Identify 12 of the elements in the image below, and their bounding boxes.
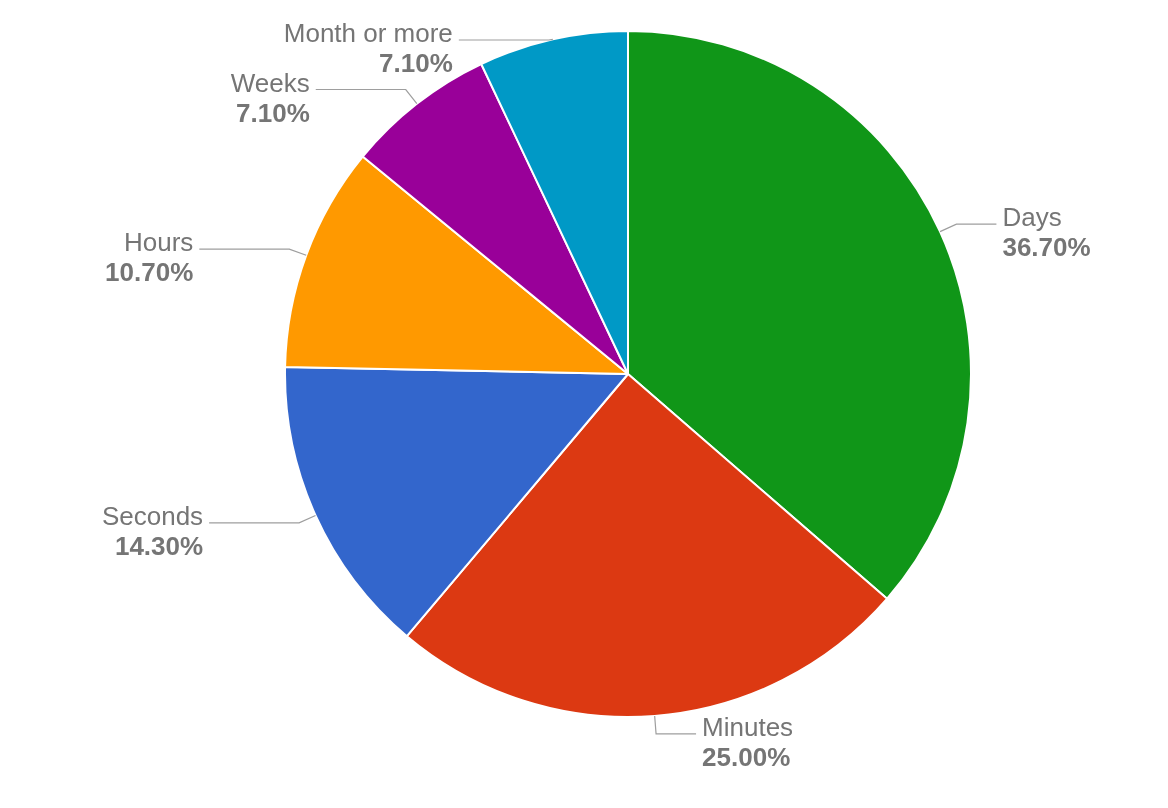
data-label: 25.00%	[702, 742, 791, 773]
slice-label: Minutes	[702, 712, 794, 743]
slice-label: Month or more	[283, 18, 453, 49]
slice-label: Hours	[123, 227, 194, 258]
data-label: 7.10%	[379, 48, 453, 79]
slice-label: Weeks	[230, 67, 310, 98]
slice-label: Seconds	[101, 501, 204, 532]
data-label: 36.70%	[1002, 232, 1091, 263]
data-label: 14.30%	[114, 531, 204, 562]
data-label: 10.70%	[105, 257, 194, 288]
data-label: 7.10%	[236, 97, 310, 128]
slice-label: Days	[1002, 202, 1062, 233]
